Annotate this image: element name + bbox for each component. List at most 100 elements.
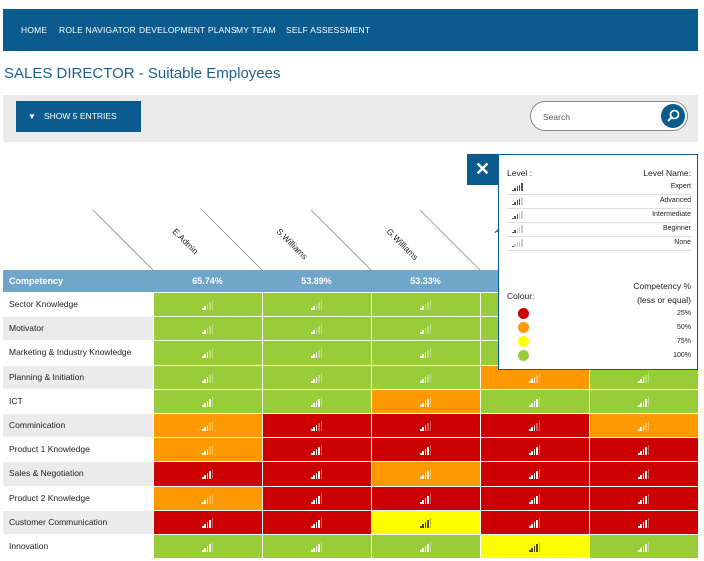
competency-cell[interactable] bbox=[153, 462, 262, 486]
signal-level-icon bbox=[420, 445, 432, 456]
competency-cell[interactable] bbox=[371, 413, 480, 438]
legend-colour-dot-icon bbox=[518, 350, 529, 361]
competency-cell[interactable] bbox=[371, 341, 480, 365]
competency-cell[interactable] bbox=[153, 413, 262, 438]
competency-cell[interactable] bbox=[480, 462, 589, 486]
legend-colour-dot-icon bbox=[518, 308, 529, 319]
competency-cell[interactable] bbox=[262, 365, 371, 389]
competency-cell[interactable] bbox=[153, 341, 262, 365]
competency-cell[interactable] bbox=[262, 389, 371, 413]
legend-colour-dot-icon bbox=[518, 336, 529, 347]
competency-cell[interactable] bbox=[153, 293, 262, 317]
signal-level-icon bbox=[420, 469, 432, 480]
competency-cell[interactable] bbox=[262, 510, 371, 534]
competency-cell[interactable] bbox=[480, 438, 589, 462]
competency-cell[interactable] bbox=[589, 510, 698, 534]
competency-cell[interactable] bbox=[371, 486, 480, 510]
legend-colour-label: Colour: bbox=[507, 291, 535, 301]
competency-row-label: Product 1 Knowledge bbox=[9, 444, 90, 455]
competency-cell[interactable] bbox=[480, 534, 589, 559]
search-box bbox=[530, 101, 688, 131]
competency-cell[interactable] bbox=[589, 534, 698, 559]
employee-name-header[interactable]: E.Admin bbox=[171, 226, 201, 256]
competency-cell[interactable] bbox=[153, 486, 262, 510]
competency-cell[interactable] bbox=[262, 341, 371, 365]
legend-panel: Level : Level Name: Expert Advanced Interm… bbox=[498, 154, 698, 370]
competency-row-label: Customer Communication bbox=[3, 510, 153, 534]
competency-cell[interactable] bbox=[589, 438, 698, 462]
competency-cell[interactable] bbox=[262, 486, 371, 510]
signal-level-icon bbox=[420, 300, 432, 310]
search-button[interactable] bbox=[661, 104, 685, 128]
signal-level-icon bbox=[638, 493, 650, 504]
signal-level-icon bbox=[202, 396, 214, 407]
nav-item-self-assessment[interactable]: SELF ASSESSMENT bbox=[286, 25, 371, 35]
employee-name-header[interactable]: G.Williams bbox=[385, 226, 421, 262]
nav-item-my-team[interactable]: MY TEAM bbox=[236, 25, 276, 35]
competency-cell[interactable] bbox=[371, 534, 480, 559]
competency-cell[interactable] bbox=[480, 413, 589, 438]
competency-cell[interactable] bbox=[371, 462, 480, 486]
competency-cell[interactable] bbox=[262, 438, 371, 462]
competency-row-label: ICT bbox=[9, 395, 23, 406]
legend-level-name-label: Level Name: bbox=[643, 168, 691, 178]
show-entries-label: SHOW 5 ENTRIES bbox=[44, 111, 117, 121]
competency-cell[interactable] bbox=[371, 510, 480, 534]
signal-level-icon bbox=[638, 517, 650, 528]
signal-level-icon bbox=[202, 420, 214, 431]
competency-cell[interactable] bbox=[153, 510, 262, 534]
competency-cell[interactable] bbox=[153, 438, 262, 462]
competency-cell[interactable] bbox=[480, 510, 589, 534]
signal-level-icon bbox=[420, 517, 432, 528]
close-legend-button[interactable]: ✕ bbox=[467, 154, 498, 185]
nav-item-role-navigator[interactable]: ROLE NAVIGATOR bbox=[59, 25, 136, 35]
competency-percentage: 53.33% bbox=[410, 276, 441, 286]
competency-cell[interactable] bbox=[589, 486, 698, 510]
employee-name-header[interactable]: F bbox=[493, 226, 504, 237]
competency-cell[interactable] bbox=[371, 293, 480, 317]
legend-level-name: Advanced bbox=[659, 197, 691, 204]
legend-colour-value: 25% bbox=[676, 310, 691, 317]
competency-cell[interactable] bbox=[589, 462, 698, 486]
competency-cell[interactable] bbox=[262, 413, 371, 438]
competency-cell[interactable] bbox=[589, 389, 698, 413]
competency-cell[interactable] bbox=[153, 317, 262, 341]
competency-cell[interactable] bbox=[371, 317, 480, 341]
signal-level-icon bbox=[202, 445, 214, 456]
competency-cell[interactable] bbox=[371, 438, 480, 462]
legend-colour-value: 50% bbox=[676, 324, 691, 331]
competency-cell[interactable] bbox=[480, 389, 589, 413]
competency-row-label: Product 2 Knowledge bbox=[9, 492, 90, 503]
competency-cell[interactable] bbox=[153, 389, 262, 413]
competency-cell[interactable] bbox=[480, 486, 589, 510]
competency-cell[interactable] bbox=[371, 389, 480, 413]
signal-level-icon bbox=[311, 493, 323, 504]
signal-level-icon bbox=[420, 348, 432, 359]
competency-cell[interactable] bbox=[589, 365, 698, 389]
competency-percentage: 65.74% bbox=[192, 276, 223, 286]
competency-cell[interactable] bbox=[371, 365, 480, 389]
competency-row: Planning & Initiation bbox=[3, 365, 698, 390]
competency-cell[interactable] bbox=[589, 413, 698, 438]
competency-row: Product 1 Knowledge bbox=[3, 438, 698, 463]
competency-cell[interactable] bbox=[262, 317, 371, 341]
signal-level-icon bbox=[420, 396, 432, 407]
search-input[interactable] bbox=[541, 107, 655, 127]
nav-item-development-plans[interactable]: DEVELOPMENT PLANS bbox=[139, 25, 237, 35]
competency-cell[interactable] bbox=[262, 462, 371, 486]
signal-level-icon bbox=[420, 324, 432, 335]
competency-cell[interactable] bbox=[262, 534, 371, 559]
signal-level-icon bbox=[638, 469, 650, 480]
nav-item-home[interactable]: HOME bbox=[21, 25, 48, 35]
competency-cell[interactable] bbox=[153, 365, 262, 389]
competency-grid: Competency 65.74% 53.89% 53.33% Sector Kno… bbox=[3, 270, 698, 560]
signal-level-icon bbox=[311, 541, 323, 552]
signal-level-icon bbox=[529, 493, 541, 504]
competency-cell[interactable] bbox=[480, 365, 589, 389]
show-entries-button[interactable]: ▼ SHOW 5 ENTRIES bbox=[16, 101, 141, 132]
competency-cell[interactable] bbox=[153, 534, 262, 559]
employee-name-header[interactable]: S.Williams bbox=[275, 226, 310, 261]
signal-level-icon bbox=[638, 541, 650, 552]
competency-cell[interactable] bbox=[262, 293, 371, 317]
signal-level-icon bbox=[529, 396, 541, 407]
